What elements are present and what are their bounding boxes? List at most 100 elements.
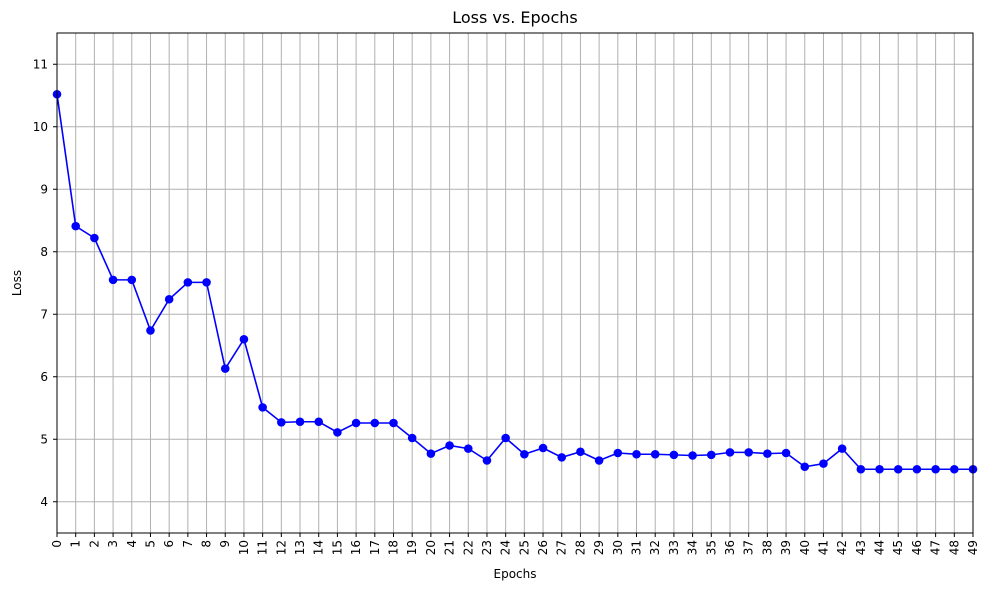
loss-point [445, 441, 454, 450]
x-tick-label: 34 [686, 540, 700, 555]
y-tick-label: 9 [40, 182, 48, 196]
x-tick-label: 23 [480, 540, 494, 555]
x-tick-label: 45 [891, 540, 905, 555]
loss-point [912, 464, 922, 474]
y-axis-label: Loss [10, 270, 24, 296]
x-tick-label: 33 [667, 540, 681, 555]
loss-point [370, 418, 380, 428]
x-tick-label: 36 [723, 540, 737, 555]
x-tick-label: 15 [330, 540, 344, 555]
loss-point [725, 448, 735, 457]
chart-title: Loss vs. Epochs [452, 8, 577, 27]
loss-point [389, 418, 398, 428]
y-tick-label: 7 [40, 307, 48, 321]
y-tick-label: 4 [40, 495, 48, 509]
loss-point [183, 278, 193, 287]
loss-point [893, 464, 903, 474]
y-tick-label: 11 [33, 57, 48, 71]
x-tick-label: 14 [312, 540, 326, 555]
x-tick-label: 4 [125, 540, 139, 548]
loss-point [819, 459, 828, 468]
x-tick-label: 5 [143, 540, 157, 548]
loss-point [333, 428, 342, 437]
x-tick-label: 27 [555, 540, 569, 555]
loss-point [632, 449, 641, 459]
x-tick-label: 7 [181, 540, 195, 548]
loss-point [594, 456, 604, 465]
x-tick-label: 38 [760, 540, 774, 555]
loss-point [146, 326, 155, 335]
x-tick-label: 17 [368, 540, 382, 555]
loss-point [164, 294, 174, 304]
loss-point [407, 433, 417, 443]
x-tick-label: 16 [349, 540, 363, 555]
x-tick-label: 30 [611, 540, 625, 555]
loss-point [501, 433, 510, 443]
x-tick-label: 46 [910, 540, 924, 555]
plot-frame [56, 32, 974, 534]
x-tick-label: 12 [274, 540, 288, 555]
x-tick-label: 11 [256, 540, 270, 555]
x-tick-label: 43 [854, 540, 868, 555]
x-tick-label: 37 [742, 540, 756, 555]
x-tick-label: 13 [293, 540, 307, 555]
loss-point [220, 364, 230, 373]
x-tick-label: 47 [929, 540, 943, 555]
x-tick-label: 35 [704, 540, 718, 555]
loss-point [763, 449, 772, 458]
loss-point [706, 450, 716, 460]
x-tick-label: 48 [947, 540, 961, 555]
loss-point [295, 417, 305, 427]
loss-point [520, 449, 529, 459]
loss-point [576, 447, 585, 457]
loss-point [669, 450, 679, 460]
loss-point [426, 449, 436, 458]
tick-layer: 0 1 2 3 4 5 6 7 8 9 10 11 12 13 14 15 16 17 18 19 20 21 22 23 24… [33, 57, 980, 555]
loss-point [314, 417, 324, 427]
x-tick-label: 19 [405, 540, 419, 555]
x-tick-label: 0 [50, 540, 64, 548]
y-tick-label: 8 [40, 245, 48, 259]
loss-point [800, 462, 810, 472]
loss-point [351, 418, 361, 428]
loss-point [856, 464, 866, 474]
x-tick-label: 18 [386, 540, 400, 555]
x-tick-label: 8 [200, 540, 214, 548]
loss-point [463, 444, 473, 453]
loss-line [56, 94, 973, 471]
loss-point [781, 448, 791, 458]
loss-point [950, 464, 959, 474]
x-tick-label: 42 [835, 540, 849, 555]
x-tick-label: 24 [499, 540, 513, 555]
loss-point [258, 403, 267, 412]
y-tick-label: 6 [40, 370, 48, 384]
loss-point [688, 451, 697, 460]
x-tick-label: 39 [779, 540, 793, 555]
loss-point [875, 464, 884, 474]
x-tick-label: 22 [461, 540, 475, 555]
x-tick-label: 44 [873, 540, 887, 555]
loss-point [277, 418, 286, 427]
loss-point [108, 275, 118, 285]
loss-point [650, 449, 660, 459]
x-tick-label: 49 [966, 540, 980, 555]
x-tick-label: 29 [592, 540, 606, 555]
loss-point [538, 443, 548, 453]
loss-point [71, 221, 80, 231]
x-tick-label: 41 [816, 540, 830, 555]
x-tick-label: 28 [573, 540, 587, 555]
loss-point [202, 278, 211, 287]
loss-point [744, 448, 753, 457]
loss-point [613, 448, 623, 458]
loss-point [557, 453, 567, 462]
x-tick-label: 9 [218, 540, 232, 548]
x-axis-label: Epochs [494, 567, 537, 581]
x-tick-label: 2 [87, 540, 101, 548]
x-tick-label: 1 [69, 540, 83, 548]
loss-point [90, 233, 99, 243]
x-tick-label: 26 [536, 540, 550, 555]
loss-point [239, 334, 249, 344]
x-tick-label: 32 [648, 540, 662, 555]
x-tick-label: 20 [424, 540, 438, 555]
